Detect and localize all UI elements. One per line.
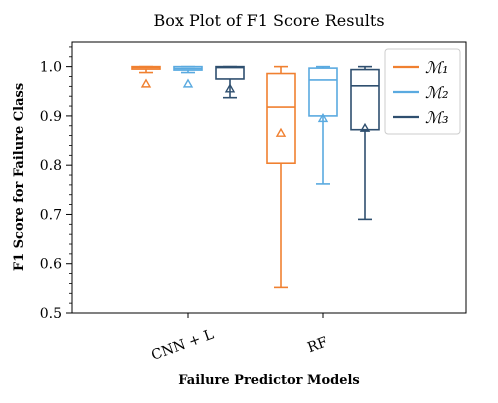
- y-tick-label: 0.7: [40, 207, 62, 223]
- legend-label: ℳ₁: [425, 58, 449, 77]
- legend-frame: [384, 48, 461, 135]
- mean-marker: [359, 122, 371, 132]
- legend-label: ℳ₂: [425, 83, 449, 102]
- legend-label: ℳ₃: [425, 108, 449, 127]
- mean-marker: [275, 127, 287, 137]
- plot-frame: [71, 41, 467, 314]
- box: [266, 72, 296, 165]
- legend: ℳ₁ ℳ₂ ℳ₃: [384, 48, 461, 135]
- plot-area: 0.5 0.6 0.7 0.8 0.9 1.0 CNN + L RF: [40, 46, 380, 364]
- box: [308, 67, 338, 117]
- x-tick-label: CNN + L: [149, 327, 216, 364]
- y-tick-label: 0.8: [40, 158, 62, 174]
- mean-marker: [224, 83, 236, 93]
- y-tick-label: 0.6: [40, 257, 62, 273]
- box: [215, 65, 245, 80]
- mean-marker: [140, 78, 152, 88]
- y-tick-label: 1.0: [40, 60, 62, 76]
- chart-title: Box Plot of F1 Score Results: [153, 11, 384, 30]
- y-axis-label: F1 Score for Failure Class: [12, 83, 27, 271]
- x-axis-label: Failure Predictor Models: [178, 373, 360, 388]
- y-tick-label: 0.9: [40, 109, 62, 125]
- mean-marker: [182, 78, 194, 88]
- mean-marker: [317, 112, 329, 123]
- x-tick-label: RF: [305, 334, 330, 356]
- box: [350, 68, 380, 131]
- y-tick-label: 0.5: [40, 306, 62, 322]
